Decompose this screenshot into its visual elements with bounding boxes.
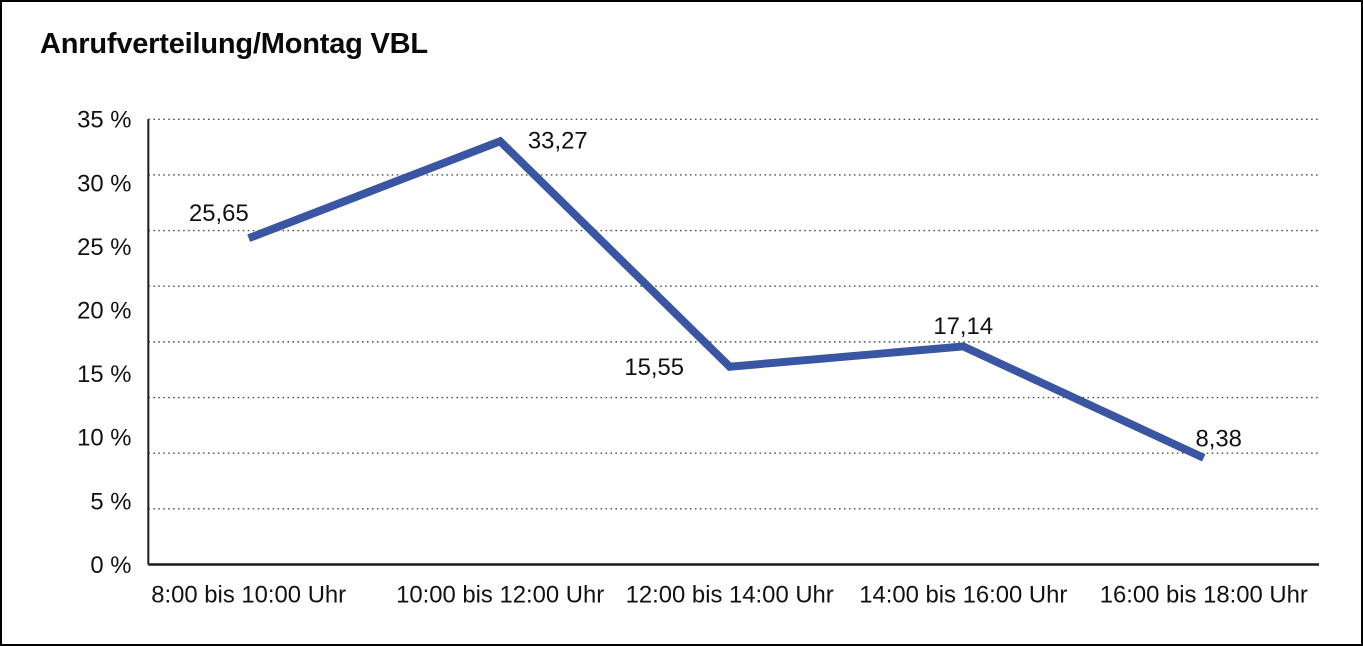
y-tick-label: 20 % bbox=[77, 298, 131, 325]
x-tick-label: 10:00 bis 12:00 Uhr bbox=[396, 581, 604, 608]
y-tick-label: 25 % bbox=[77, 234, 131, 261]
y-tick-label: 0 % bbox=[90, 552, 131, 579]
data-label: 8,38 bbox=[1195, 425, 1241, 452]
data-label: 33,27 bbox=[528, 128, 588, 155]
y-tick-label: 5 % bbox=[90, 488, 131, 515]
data-label: 25,65 bbox=[189, 200, 249, 227]
y-tick-label: 10 % bbox=[77, 425, 131, 452]
chart-title: Anrufverteilung/Montag VBL bbox=[40, 28, 428, 60]
series-line bbox=[247, 136, 1206, 462]
x-tick-label: 8:00 bis 10:00 Uhr bbox=[151, 581, 346, 608]
x-tick-label: 12:00 bis 14:00 Uhr bbox=[626, 581, 834, 608]
y-tick-label: 15 % bbox=[77, 361, 131, 388]
data-label: 17,14 bbox=[933, 313, 993, 340]
x-tick-label: 14:00 bis 16:00 Uhr bbox=[859, 581, 1067, 608]
data-label: 15,55 bbox=[624, 354, 684, 381]
y-tick-label: 30 % bbox=[77, 170, 131, 197]
x-tick-label: 16:00 bis 18:00 Uhr bbox=[1100, 581, 1308, 608]
y-tick-label: 35 % bbox=[77, 107, 131, 134]
